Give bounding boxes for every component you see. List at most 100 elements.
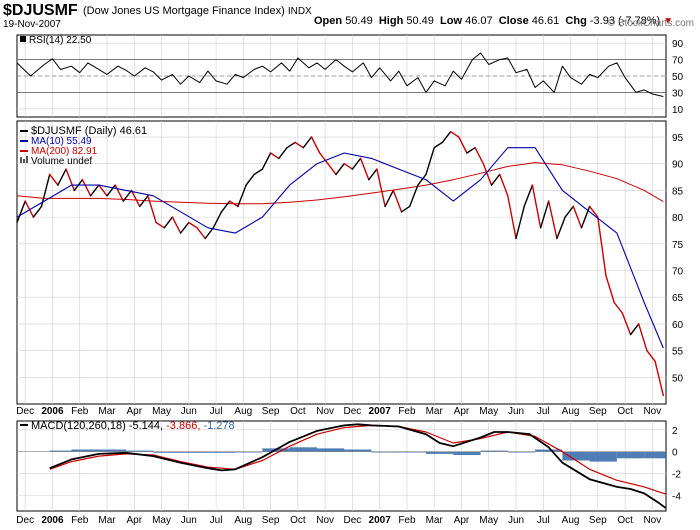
x-tick-label: Mar <box>98 515 116 526</box>
y-tick-label: -4 <box>672 492 681 503</box>
chart-symbol: $DJUSMF <box>3 2 78 19</box>
index-full-name: (Dow Jones US Mortgage Finance Index) IN… <box>83 5 312 17</box>
price-segment <box>523 184 534 208</box>
price-segment <box>539 200 550 229</box>
macd-histogram-bar <box>289 447 317 452</box>
macd-histogram-bar <box>480 450 508 452</box>
x-tick-label: Feb <box>71 515 89 526</box>
price-segment <box>621 312 632 336</box>
price-segment <box>376 168 386 208</box>
y-tick-label: 30 <box>672 88 684 99</box>
x-tick-label: Oct <box>617 406 633 417</box>
x-tick-label: Jun <box>181 515 197 526</box>
macd-histogram-bar <box>507 451 536 453</box>
price-segment <box>548 200 558 240</box>
x-tick-label: May <box>479 515 498 526</box>
x-tick-label: Oct <box>290 406 306 417</box>
y-tick-label: 85 <box>672 186 684 197</box>
macd-histogram-bar <box>453 451 481 455</box>
y-tick-label: 65 <box>672 293 684 304</box>
macd-histogram-bar <box>426 451 454 454</box>
x-tick-label: Dec <box>344 406 362 417</box>
price-segment <box>245 173 255 186</box>
panel-frame-2 <box>16 420 667 512</box>
macd-histogram-bar <box>644 451 666 459</box>
price-segment <box>196 227 206 240</box>
macd-histogram-bar <box>535 449 563 452</box>
price-segment <box>286 141 296 149</box>
macd-legend-part: -5.144, <box>129 420 166 432</box>
macd-legend-part: MACD(120,260,18) <box>31 420 129 432</box>
price-segment <box>16 200 26 224</box>
x-tick-label: Feb <box>398 406 416 417</box>
legend-swatch-volume <box>23 159 25 163</box>
rsi-line <box>16 52 664 97</box>
y-tick-label: 2 <box>672 426 678 437</box>
y-tick-label: 70 <box>672 56 684 67</box>
y-tick-label: 75 <box>672 240 684 251</box>
x-tick-label: Feb <box>398 515 416 526</box>
x-tick-label: 2007 <box>369 515 392 526</box>
price-segment <box>351 157 362 170</box>
price-segment <box>253 168 264 176</box>
macd-line <box>49 423 667 509</box>
x-tick-label: Apr <box>126 406 142 417</box>
macd-histogram-bar <box>126 450 154 452</box>
price-segment <box>384 189 394 208</box>
price-segment <box>114 184 125 202</box>
legend-swatch-volume <box>26 156 28 163</box>
x-tick-label: Jul <box>210 406 223 417</box>
price-segment <box>531 184 542 229</box>
price-segment <box>335 162 345 176</box>
x-tick-label: Mar <box>426 406 444 417</box>
price-segment <box>40 173 51 208</box>
x-tick-label: 2006 <box>41 515 64 526</box>
price-segment <box>49 173 59 186</box>
price-segment <box>106 184 116 197</box>
x-tick-label: Sep <box>262 406 280 417</box>
macd-legend: MACD(120,260,18) -5.144, -3.866, -1.278 <box>31 420 235 432</box>
rsi-legend: RSI(14) 22.50 <box>29 35 92 46</box>
x-tick-label: May <box>152 406 171 417</box>
price-legend-item: $DJUSMF (Daily) 46.61 <box>31 125 147 137</box>
price-legend-item: MA(200) 82.91 <box>31 146 98 157</box>
price-segment <box>98 184 108 197</box>
x-tick-label: Oct <box>290 515 306 526</box>
price-segment <box>220 200 231 213</box>
price-segment <box>466 146 476 154</box>
macd-histogram-bar <box>562 451 590 461</box>
price-segment <box>507 195 517 240</box>
x-tick-label: Mar <box>426 515 444 526</box>
macd-histogram-bar <box>153 451 181 453</box>
price-segment <box>212 211 223 229</box>
x-tick-label: Sep <box>589 515 607 526</box>
macd-histogram-bar <box>180 451 208 453</box>
ma200-line <box>16 162 664 205</box>
price-segment <box>392 189 403 213</box>
price-segment <box>580 205 591 229</box>
x-tick-label: Jul <box>537 406 550 417</box>
price-segment <box>179 221 190 234</box>
macd-histogram-bar <box>589 451 617 462</box>
x-tick-label: Jul <box>537 515 550 526</box>
price-segment <box>122 189 133 202</box>
x-tick-label: Aug <box>562 515 580 526</box>
ma10-line <box>16 147 664 349</box>
price-legend-item: MA(10) 55.49 <box>31 136 92 147</box>
price-segment <box>319 152 329 165</box>
x-tick-label: Dec <box>16 515 34 526</box>
x-tick-label: Oct <box>617 515 633 526</box>
price-segment <box>278 146 288 160</box>
price-segment <box>163 216 174 229</box>
price-segment <box>32 205 43 218</box>
price-segment <box>147 195 157 224</box>
x-tick-label: Nov <box>316 406 334 417</box>
price-segment <box>188 221 198 229</box>
macd-histogram-bar <box>317 448 345 452</box>
price-segment <box>310 136 321 154</box>
y-tick-label: 95 <box>672 133 684 144</box>
y-tick-label: 80 <box>672 213 684 224</box>
x-tick-label: May <box>152 515 171 526</box>
price-segment <box>417 173 427 186</box>
macd-histogram-bar <box>71 449 99 452</box>
